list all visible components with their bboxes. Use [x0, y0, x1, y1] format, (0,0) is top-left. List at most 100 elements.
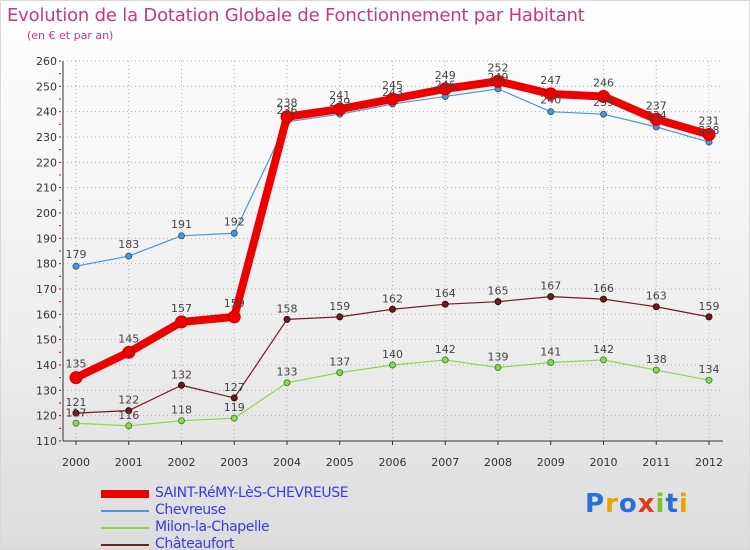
series-point-0	[438, 82, 452, 96]
data-label-1: 191	[171, 218, 192, 231]
series-point-1	[72, 262, 80, 270]
legend-label: Chevreuse	[155, 502, 226, 518]
y-tick-label: 260	[36, 55, 57, 68]
series-point-0	[122, 345, 136, 359]
data-label-0: 249	[435, 69, 456, 82]
data-label-2: 117	[66, 406, 87, 419]
data-label-2: 140	[382, 348, 403, 361]
data-label-1: 236	[277, 104, 298, 117]
series-point-3	[494, 298, 502, 306]
series-point-2	[652, 366, 660, 374]
logo-letter: i	[678, 489, 689, 519]
data-label-0: 241	[329, 89, 350, 102]
legend-item: Milon-la-Chapelle	[101, 519, 401, 536]
series-point-0	[649, 112, 663, 126]
logo-letter: t	[665, 489, 679, 519]
legend-item: SAINT-RéMY-LèS-CHEVREUSE	[101, 485, 401, 502]
data-label-0: 231	[699, 114, 720, 127]
series-point-0	[491, 74, 505, 88]
logo-letter: x	[637, 489, 656, 519]
series-point-0	[702, 127, 716, 141]
data-label-1: 239	[329, 96, 350, 109]
data-label-2: 142	[593, 343, 614, 356]
series-point-2	[283, 379, 291, 387]
y-tick-label: 140	[36, 359, 57, 372]
series-point-0	[386, 92, 399, 106]
y-tick-label: 130	[36, 384, 57, 397]
y-tick-label: 120	[36, 410, 57, 423]
data-label-1: 183	[118, 238, 139, 251]
y-tick-label: 190	[36, 232, 57, 245]
data-label-3: 159	[329, 300, 350, 313]
data-label-1: 179	[66, 248, 87, 261]
series-point-3	[230, 394, 238, 402]
series-point-3	[441, 300, 449, 308]
y-tick-label: 250	[36, 80, 57, 93]
x-tick-label: 2001	[115, 456, 143, 469]
data-label-2: 138	[646, 353, 667, 366]
series-point-3	[652, 303, 660, 311]
series-point-2	[441, 356, 449, 364]
x-tick-label: 2011	[642, 456, 670, 469]
data-label-0: 237	[646, 99, 667, 112]
data-label-2: 133	[277, 366, 298, 379]
series-point-0	[69, 371, 83, 385]
y-tick-label: 170	[36, 283, 57, 296]
data-label-2: 134	[699, 363, 720, 376]
series-point-3	[705, 313, 713, 321]
logo-letter: i	[655, 489, 666, 519]
series-point-3	[336, 313, 344, 321]
data-label-0: 159	[224, 297, 245, 310]
series-point-3	[547, 293, 555, 301]
legend-swatch	[101, 526, 149, 529]
series-point-3	[283, 315, 291, 323]
legend: SAINT-RéMY-LèS-CHEVREUSE Chevreuse Milon-l…	[101, 485, 401, 549]
y-tick-label: 230	[36, 131, 57, 144]
x-tick-label: 2010	[590, 456, 618, 469]
data-label-2: 139	[488, 351, 509, 364]
data-label-0: 246	[593, 76, 614, 89]
logo-letter: r	[605, 489, 619, 519]
series-point-2	[178, 417, 185, 425]
series-point-2	[125, 422, 133, 430]
x-tick-label: 2008	[484, 456, 512, 469]
legend-label: Milon-la-Chapelle	[155, 519, 270, 535]
series-point-2	[494, 364, 502, 372]
data-label-3: 167	[540, 280, 561, 293]
data-label-0: 247	[540, 74, 561, 87]
legend-swatch	[101, 489, 149, 498]
legend-swatch	[101, 509, 149, 512]
series-point-1	[230, 229, 238, 237]
data-label-1: 243	[382, 86, 403, 99]
series-point-0	[597, 89, 610, 103]
legend-label: SAINT-RéMY-LèS-CHEVREUSE	[155, 485, 349, 501]
series-point-1	[547, 108, 555, 116]
x-tick-label: 2003	[220, 456, 248, 469]
data-label-1: 249	[488, 71, 509, 84]
chart-subtitle: (en € et par an)	[27, 29, 114, 42]
data-label-0: 135	[66, 358, 87, 371]
y-tick-label: 110	[36, 435, 57, 448]
data-label-3: 164	[435, 287, 456, 300]
data-label-3: 122	[118, 394, 139, 407]
x-tick-label: 2002	[168, 456, 196, 469]
data-label-1: 246	[435, 78, 456, 91]
legend-item: Chevreuse	[101, 502, 401, 519]
x-tick-label: 2000	[62, 456, 90, 469]
data-label-0: 157	[171, 302, 192, 315]
data-label-3: 159	[699, 300, 720, 313]
y-tick-label: 240	[36, 106, 57, 119]
series-point-2	[705, 376, 713, 384]
data-label-3: 165	[488, 285, 509, 298]
data-label-0: 245	[382, 79, 403, 92]
series-point-1	[125, 252, 133, 260]
y-tick-label: 210	[36, 182, 57, 195]
series-point-2	[230, 414, 238, 422]
series-point-1	[600, 110, 607, 118]
series-point-2	[547, 358, 555, 366]
series-point-0	[333, 102, 347, 116]
series-point-3	[389, 305, 396, 313]
data-label-2: 141	[540, 345, 561, 358]
